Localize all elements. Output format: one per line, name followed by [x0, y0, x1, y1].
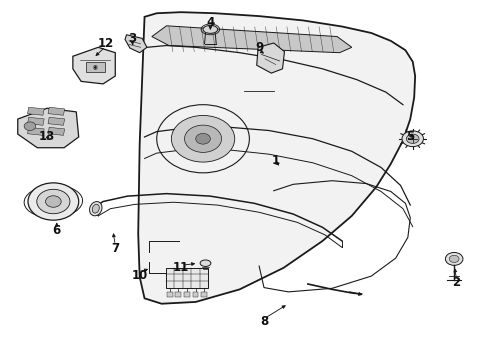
Text: 3: 3 — [128, 32, 136, 45]
Text: 10: 10 — [131, 269, 147, 282]
Polygon shape — [125, 35, 147, 53]
Polygon shape — [73, 47, 115, 84]
Text: 2: 2 — [451, 276, 460, 289]
Text: ◉: ◉ — [93, 64, 98, 69]
Text: 7: 7 — [111, 242, 119, 255]
Text: 9: 9 — [254, 41, 263, 54]
Text: 6: 6 — [53, 224, 61, 237]
Circle shape — [445, 252, 462, 265]
Polygon shape — [152, 26, 351, 53]
Circle shape — [406, 134, 418, 143]
Bar — [166, 292, 172, 297]
Polygon shape — [138, 12, 414, 304]
Text: 11: 11 — [173, 261, 189, 274]
Circle shape — [448, 255, 458, 262]
Text: 8: 8 — [259, 315, 267, 328]
Text: 5: 5 — [406, 130, 413, 144]
Bar — [175, 292, 181, 297]
Ellipse shape — [200, 260, 210, 266]
Bar — [48, 107, 64, 115]
Text: 13: 13 — [39, 130, 55, 144]
Bar — [27, 127, 44, 135]
Circle shape — [37, 189, 70, 214]
Circle shape — [171, 116, 234, 162]
Bar — [48, 117, 64, 125]
Text: 1: 1 — [272, 154, 280, 167]
Circle shape — [184, 125, 221, 152]
Ellipse shape — [89, 202, 102, 216]
Circle shape — [45, 196, 61, 207]
Ellipse shape — [203, 26, 217, 33]
Polygon shape — [18, 108, 79, 148]
Bar — [48, 127, 64, 135]
Bar — [27, 107, 44, 115]
Bar — [27, 117, 44, 125]
Bar — [192, 292, 198, 297]
Text: 4: 4 — [206, 16, 214, 29]
Bar — [201, 292, 206, 297]
Circle shape — [195, 134, 210, 144]
Bar — [183, 292, 189, 297]
Circle shape — [28, 183, 79, 220]
Text: 12: 12 — [97, 37, 113, 50]
Circle shape — [24, 122, 36, 131]
Circle shape — [401, 131, 423, 147]
Polygon shape — [256, 43, 284, 73]
Ellipse shape — [92, 204, 99, 213]
Bar — [165, 268, 208, 288]
Bar — [86, 62, 104, 72]
